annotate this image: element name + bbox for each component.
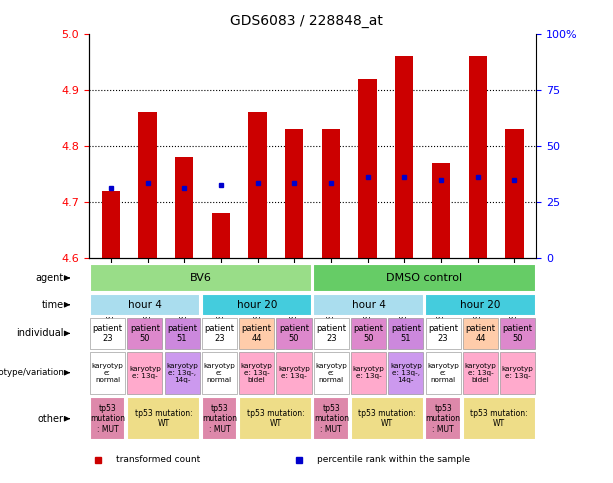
Text: patient
23: patient 23 xyxy=(204,324,234,343)
Text: patient
50: patient 50 xyxy=(503,324,533,343)
Bar xyxy=(239,352,274,394)
Bar xyxy=(89,398,126,440)
Text: BV6: BV6 xyxy=(190,273,211,283)
Text: hour 20: hour 20 xyxy=(237,300,277,310)
Bar xyxy=(128,352,162,394)
Text: tp53 mutation:
WT: tp53 mutation: WT xyxy=(246,409,304,428)
Bar xyxy=(313,398,349,440)
Bar xyxy=(425,318,461,349)
Bar xyxy=(202,398,237,440)
Text: karyotyp
e: 13q-: karyotyp e: 13q- xyxy=(352,366,384,379)
Bar xyxy=(314,352,349,394)
Bar xyxy=(202,318,237,349)
Bar xyxy=(313,264,536,292)
Bar xyxy=(139,113,157,258)
Text: tp53 mutation:
WT: tp53 mutation: WT xyxy=(470,409,528,428)
Bar xyxy=(351,352,386,394)
Text: transformed count: transformed count xyxy=(116,455,200,464)
Bar xyxy=(351,318,386,349)
Text: karyotyp
e: 13q-
bidel: karyotyp e: 13q- bidel xyxy=(465,363,497,383)
Bar xyxy=(468,57,487,258)
Text: karyotyp
e: 13q-: karyotyp e: 13q- xyxy=(502,366,534,379)
Text: karyotyp
e:
normal: karyotyp e: normal xyxy=(204,363,235,383)
Text: GDS6083 / 228848_at: GDS6083 / 228848_at xyxy=(230,14,383,28)
Bar xyxy=(425,398,461,440)
Text: patient
50: patient 50 xyxy=(279,324,309,343)
Bar xyxy=(175,157,194,258)
Text: karyotyp
e:
normal: karyotyp e: normal xyxy=(91,363,123,383)
Bar xyxy=(89,264,312,292)
Bar xyxy=(395,57,414,258)
Text: karyotyp
e: 13q-,
14q-: karyotyp e: 13q-, 14q- xyxy=(166,363,198,383)
Bar xyxy=(463,398,536,440)
Text: patient
44: patient 44 xyxy=(465,324,495,343)
Bar xyxy=(313,294,424,316)
Text: karyotyp
e: 13q-,
14q-: karyotyp e: 13q-, 14q- xyxy=(390,363,422,383)
Text: karyotyp
e:
normal: karyotyp e: normal xyxy=(427,363,459,383)
Text: tp53
mutation
: MUT: tp53 mutation : MUT xyxy=(425,404,460,434)
Bar xyxy=(90,318,125,349)
Text: patient
23: patient 23 xyxy=(428,324,458,343)
Text: karyotyp
e:
normal: karyotyp e: normal xyxy=(315,363,347,383)
Bar xyxy=(322,129,340,258)
Text: patient
23: patient 23 xyxy=(93,324,123,343)
Bar xyxy=(239,398,312,440)
Text: patient
44: patient 44 xyxy=(242,324,272,343)
Text: agent: agent xyxy=(36,273,64,283)
Bar xyxy=(463,318,498,349)
Bar xyxy=(276,352,311,394)
Bar xyxy=(89,294,200,316)
Text: hour 20: hour 20 xyxy=(460,300,501,310)
Text: patient
23: patient 23 xyxy=(316,324,346,343)
Text: patient
51: patient 51 xyxy=(391,324,421,343)
Bar xyxy=(164,352,200,394)
Text: individual: individual xyxy=(17,328,64,339)
Text: tp53
mutation
: MUT: tp53 mutation : MUT xyxy=(314,404,349,434)
Text: karyotyp
e: 13q-: karyotyp e: 13q- xyxy=(129,366,161,379)
Text: karyotyp
e: 13q-
bidel: karyotyp e: 13q- bidel xyxy=(241,363,273,383)
Bar xyxy=(351,398,424,440)
Bar xyxy=(505,129,524,258)
Bar xyxy=(276,318,311,349)
Bar xyxy=(127,398,200,440)
Bar xyxy=(425,352,461,394)
Bar xyxy=(128,318,162,349)
Text: DMSO control: DMSO control xyxy=(386,273,463,283)
Text: tp53
mutation
: MUT: tp53 mutation : MUT xyxy=(202,404,237,434)
Text: tp53
mutation
: MUT: tp53 mutation : MUT xyxy=(90,404,125,434)
Text: hour 4: hour 4 xyxy=(128,300,162,310)
Bar xyxy=(425,294,536,316)
Bar xyxy=(102,191,120,258)
Bar xyxy=(388,318,424,349)
Bar xyxy=(202,294,312,316)
Text: tp53 mutation:
WT: tp53 mutation: WT xyxy=(135,409,192,428)
Bar xyxy=(500,318,535,349)
Text: tp53 mutation:
WT: tp53 mutation: WT xyxy=(359,409,416,428)
Bar xyxy=(359,79,377,258)
Bar xyxy=(211,213,230,258)
Text: karyotyp
e: 13q-: karyotyp e: 13q- xyxy=(278,366,310,379)
Text: other: other xyxy=(38,414,64,424)
Bar xyxy=(239,318,274,349)
Bar xyxy=(164,318,200,349)
Bar xyxy=(463,352,498,394)
Bar xyxy=(500,352,535,394)
Text: patient
50: patient 50 xyxy=(354,324,384,343)
Bar xyxy=(388,352,424,394)
Text: genotype/variation: genotype/variation xyxy=(0,368,64,377)
Text: patient
51: patient 51 xyxy=(167,324,197,343)
Text: hour 4: hour 4 xyxy=(352,300,386,310)
Bar xyxy=(285,129,303,258)
Bar xyxy=(248,113,267,258)
Text: time: time xyxy=(42,300,64,310)
Bar xyxy=(202,352,237,394)
Bar xyxy=(314,318,349,349)
Text: percentile rank within the sample: percentile rank within the sample xyxy=(317,455,470,464)
Bar xyxy=(90,352,125,394)
Bar xyxy=(432,163,450,258)
Text: patient
50: patient 50 xyxy=(130,324,160,343)
